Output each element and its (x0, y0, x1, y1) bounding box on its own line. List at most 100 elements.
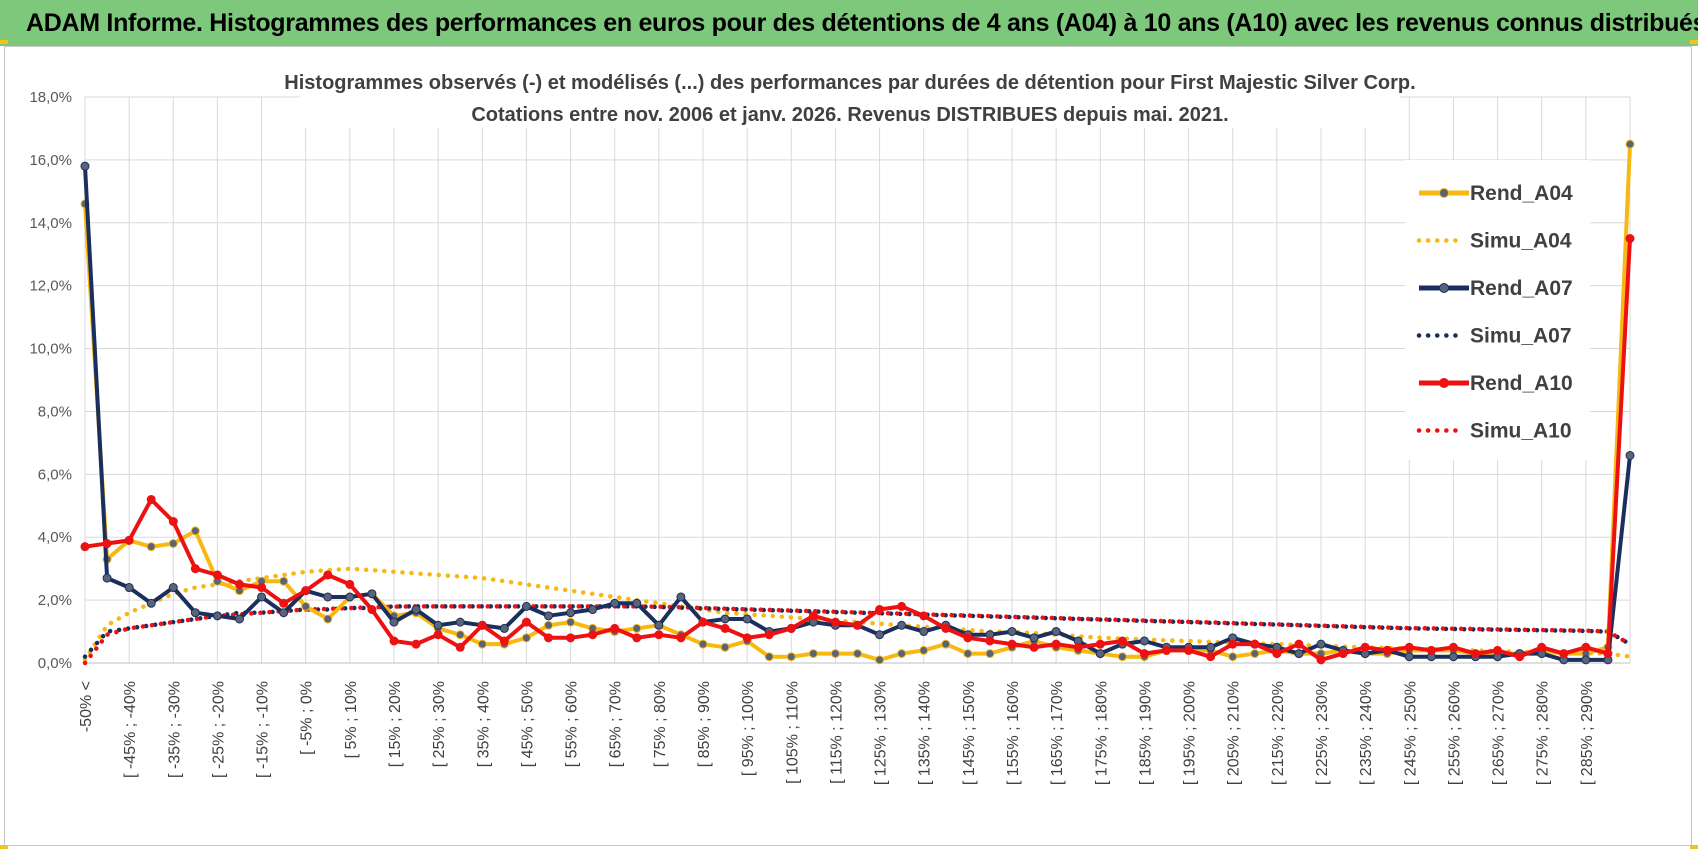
x-tick-label: [ 185% ; 190% (1137, 681, 1154, 785)
data-point-rend_a10 (499, 636, 509, 646)
chart-title-group: Histogrammes observés (-) et modélisés (… (284, 64, 1416, 128)
x-tick-label: [ 275% ; 280% (1535, 681, 1552, 785)
x-tick-label: [ 25% ; 30% (431, 681, 448, 767)
chart-frame (4, 46, 1692, 846)
x-tick-label: [ 285% ; 290% (1579, 681, 1596, 785)
data-point-rend_a10 (411, 639, 421, 649)
data-point-rend_a07 (1448, 652, 1458, 662)
y-tick-label: 12,0% (29, 278, 72, 295)
legend-marker (1439, 283, 1449, 293)
data-point-rend_a07 (124, 583, 134, 593)
x-tick-label: [ 245% ; 250% (1402, 681, 1419, 785)
data-point-rend_a10 (345, 579, 355, 589)
data-point-rend_a07 (389, 617, 399, 627)
data-point-rend_a07 (1404, 652, 1414, 662)
data-point-rend_a10 (367, 605, 377, 615)
data-point-rend_a04 (146, 542, 156, 552)
data-point-rend_a10 (301, 586, 311, 596)
data-point-rend_a10 (1184, 645, 1194, 655)
data-point-rend_a10 (1228, 639, 1238, 649)
x-tick-label: -50% < (78, 681, 95, 732)
x-tick-label: [ -5% ; 0% (299, 681, 316, 755)
legend-marker (1439, 188, 1449, 198)
data-point-rend_a04 (830, 649, 840, 659)
chart-title-line-1: Histogrammes observés (-) et modélisés (… (284, 72, 1415, 94)
data-point-rend_a10 (588, 630, 598, 640)
data-point-rend_a07 (742, 614, 752, 624)
corner-mark-top-right (1690, 40, 1698, 44)
data-point-rend_a07 (875, 630, 885, 640)
y-tick-label: 0,0% (38, 655, 72, 672)
data-point-rend_a10 (808, 611, 818, 621)
data-point-rend_a04 (477, 639, 487, 649)
data-point-rend_a07 (1625, 450, 1635, 460)
y-tick-label: 2,0% (38, 592, 72, 609)
data-point-rend_a04 (786, 652, 796, 662)
data-point-rend_a10 (566, 633, 576, 643)
data-point-rend_a10 (1316, 655, 1326, 665)
data-point-rend_a04 (919, 645, 929, 655)
data-point-rend_a07 (367, 589, 377, 599)
y-tick-label: 8,0% (38, 403, 72, 420)
data-point-rend_a07 (897, 620, 907, 630)
data-point-rend_a04 (720, 642, 730, 652)
x-tick-label: [ 55% ; 60% (564, 681, 581, 767)
data-point-rend_a04 (853, 649, 862, 659)
data-point-rend_a07 (257, 592, 267, 602)
data-point-rend_a10 (941, 623, 951, 633)
data-point-rend_a10 (102, 539, 112, 549)
data-point-rend_a04 (323, 614, 333, 624)
x-tick-label: [ 165% ; 170% (1049, 681, 1066, 785)
data-point-rend_a10 (1007, 639, 1017, 649)
y-axis-ticks: 0,0% 2,0% 4,0% 6,0% 8,0% 10,0% 12,0% 14,0% 16,0%… (29, 89, 72, 672)
data-point-rend_a10 (830, 617, 840, 627)
data-point-rend_a10 (1139, 649, 1149, 659)
data-point-rend_a07 (521, 601, 531, 611)
data-point-rend_a10 (742, 633, 752, 643)
x-tick-label: [ 95% ; 100% (740, 681, 757, 776)
x-tick-label: [ 145% ; 150% (961, 681, 978, 785)
data-point-rend_a07 (1029, 633, 1039, 643)
data-point-rend_a10 (1360, 642, 1370, 652)
legend-label: Rend_A10 (1470, 372, 1573, 395)
data-point-rend_a04 (544, 620, 553, 630)
x-tick-label: [ 225% ; 230% (1314, 681, 1331, 785)
data-point-rend_a10 (521, 617, 531, 627)
data-point-rend_a10 (1493, 645, 1503, 655)
corner-mark-top-left (0, 40, 8, 44)
x-tick-label: [ 265% ; 270% (1491, 681, 1508, 785)
x-tick-label: [ -35% ; -30% (166, 681, 183, 778)
data-point-rend_a04 (941, 639, 951, 649)
data-point-rend_a07 (323, 592, 333, 602)
data-point-rend_a10 (676, 633, 686, 643)
x-tick-label: [ 115% ; 120% (828, 681, 845, 784)
series-line-simu_a07 (82, 604, 1633, 659)
data-point-rend_a10 (212, 570, 222, 580)
data-point-rend_a10 (124, 535, 134, 545)
data-point-rend_a07 (102, 573, 112, 583)
x-tick-label: [ 75% ; 80% (652, 681, 669, 767)
data-point-rend_a04 (632, 623, 642, 633)
x-tick-label: [ 205% ; 210% (1226, 681, 1243, 785)
y-tick-label: 18,0% (29, 89, 72, 106)
data-point-rend_a10 (1559, 649, 1569, 659)
data-point-rend_a04 (963, 649, 973, 659)
data-point-rend_a07 (544, 611, 553, 621)
data-point-rend_a10 (1117, 636, 1127, 646)
data-point-rend_a10 (1272, 649, 1282, 659)
x-tick-label: [ 135% ; 140% (917, 681, 934, 785)
data-point-rend_a10 (1294, 639, 1304, 649)
data-point-rend_a07 (235, 614, 244, 624)
data-point-rend_a04 (279, 576, 289, 586)
data-point-rend_a10 (80, 542, 90, 552)
x-tick-label: [ -15% ; -10% (255, 681, 272, 778)
data-point-rend_a10 (1625, 234, 1635, 243)
legend-label: Simu_A04 (1470, 230, 1572, 253)
data-point-rend_a10 (764, 630, 774, 640)
y-tick-label: 10,0% (29, 341, 72, 358)
data-point-rend_a10 (1382, 645, 1392, 655)
data-point-rend_a07 (919, 627, 929, 637)
x-tick-label: [ -25% ; -20% (210, 681, 227, 778)
data-point-rend_a04 (521, 633, 531, 643)
data-point-rend_a10 (985, 636, 995, 646)
